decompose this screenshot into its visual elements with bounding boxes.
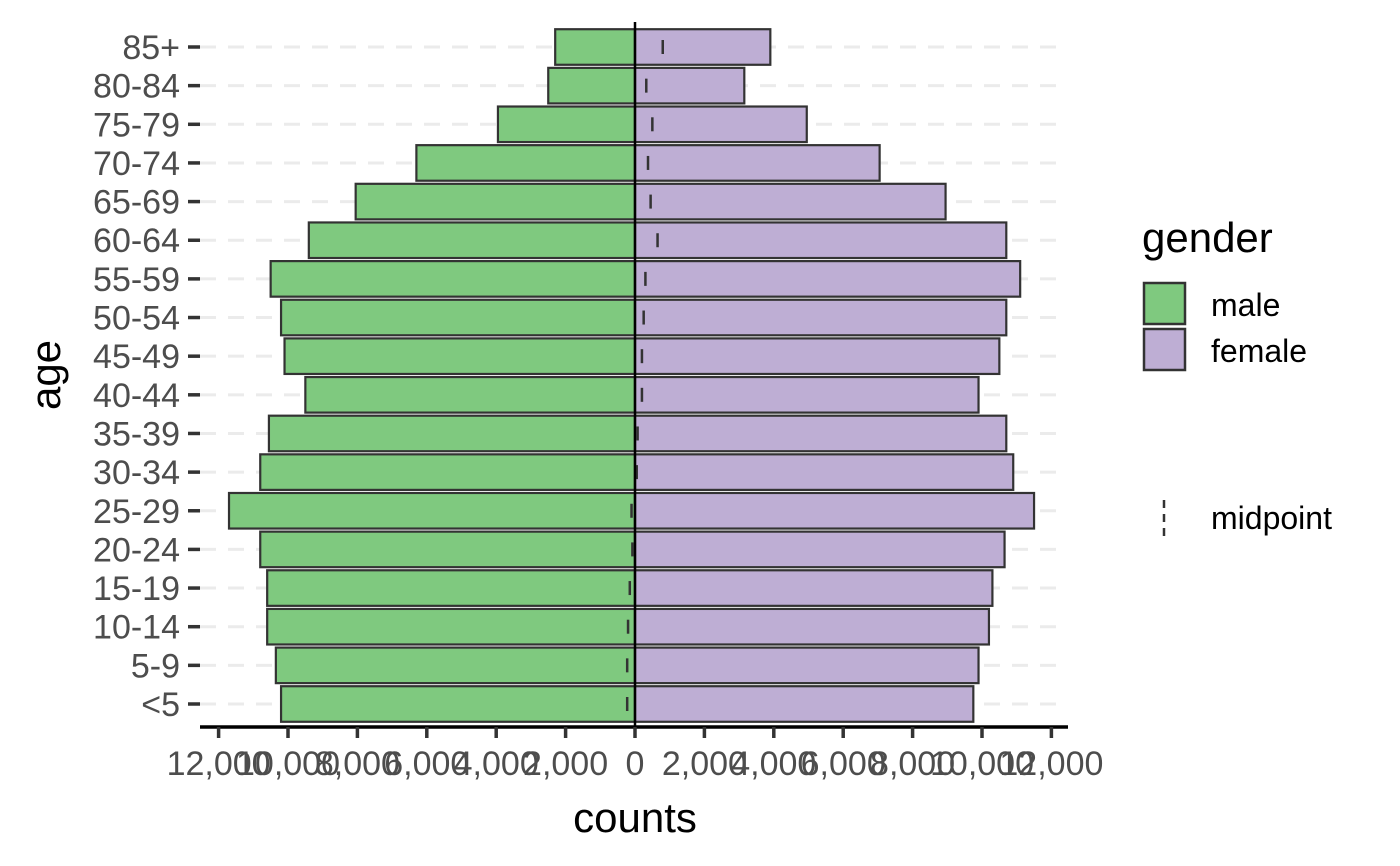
y-tick-label: 80-84 xyxy=(93,68,180,106)
x-tick-label: 12,000 xyxy=(999,745,1103,783)
midpoint-markers xyxy=(625,40,665,711)
bar-male-20-24 xyxy=(259,530,637,569)
y-tick-label: 65-69 xyxy=(93,184,180,222)
bar-male-40-44 xyxy=(304,375,637,414)
bar-female-25-29 xyxy=(633,491,1036,530)
bar-male-5-9 xyxy=(274,646,637,685)
y-tick-label: 50-54 xyxy=(93,300,180,338)
legend-item-male: male xyxy=(1142,281,1280,326)
bar-female-80-84 xyxy=(633,66,746,105)
legend-label-female: female xyxy=(1211,333,1307,369)
y-tick-label: 75-79 xyxy=(93,106,180,144)
bar-male-<5 xyxy=(279,685,637,723)
x-tick-label: 2,000 xyxy=(523,745,608,783)
x-tick-label: 12,000 xyxy=(167,745,271,783)
bar-male-45-49 xyxy=(283,337,637,376)
x-tick-label: 6,000 xyxy=(384,745,469,783)
bar-female-45-49 xyxy=(633,337,1001,376)
legend-item-midpoint: midpoint xyxy=(1162,500,1332,536)
bar-male-30-34 xyxy=(259,453,637,491)
legend-swatch-female xyxy=(1142,327,1187,372)
x-tick-label: 4,000 xyxy=(731,745,816,783)
y-tick-label: 5-9 xyxy=(131,647,180,685)
bar-female-65-69 xyxy=(633,182,947,221)
bar-female-<5 xyxy=(633,685,975,723)
x-tick-label: 10,000 xyxy=(236,745,340,783)
x-tick-label: 4,000 xyxy=(454,745,539,783)
bar-female-40-44 xyxy=(633,375,980,414)
bar-female-30-34 xyxy=(633,453,1015,491)
x-tick-label: 10,000 xyxy=(930,745,1034,783)
x-tick-label: 2,000 xyxy=(662,745,747,783)
legend-label-midpoint: midpoint xyxy=(1211,500,1332,536)
legend-item-female: female xyxy=(1142,327,1307,372)
legend: gender male female midpoint xyxy=(1142,214,1332,536)
bar-female-35-39 xyxy=(633,414,1008,453)
bar-female-60-64 xyxy=(633,221,1008,260)
y-tick-label: 30-34 xyxy=(93,454,180,492)
y-tick-label: 45-49 xyxy=(93,338,180,376)
bar-male-50-54 xyxy=(279,298,637,337)
legend-swatch-male xyxy=(1142,281,1187,326)
y-tick-label: 10-14 xyxy=(93,609,180,647)
y-tick-label: 40-44 xyxy=(93,377,180,415)
legend-title: gender xyxy=(1142,214,1273,261)
bar-female-10-14 xyxy=(633,607,991,646)
bar-male-60-64 xyxy=(307,221,637,260)
y-tick-label: 25-29 xyxy=(93,493,180,531)
bar-male-75-79 xyxy=(496,105,637,144)
y-tick-label: 15-19 xyxy=(93,570,180,608)
bar-male-55-59 xyxy=(269,260,637,298)
legend-label-male: male xyxy=(1211,287,1280,323)
x-tick-label: 6,000 xyxy=(801,745,886,783)
bar-female-55-59 xyxy=(633,260,1022,298)
x-tick-label: 0 xyxy=(626,745,645,783)
bar-female-15-19 xyxy=(633,569,994,607)
bars xyxy=(227,28,1036,723)
y-tick-label: 60-64 xyxy=(93,222,180,260)
bar-female-20-24 xyxy=(633,530,1006,569)
y-axis-ticks: <55-910-1415-1920-2425-2930-3435-3940-44… xyxy=(93,29,200,724)
bar-female-70-74 xyxy=(633,144,881,182)
y-tick-label: 55-59 xyxy=(93,261,180,299)
y-axis-title: age xyxy=(22,340,69,410)
x-axis-title: counts xyxy=(573,794,697,841)
y-tick-label: 20-24 xyxy=(93,531,180,569)
x-tick-label: 8,000 xyxy=(870,745,955,783)
bar-male-70-74 xyxy=(415,144,637,182)
bar-female-5-9 xyxy=(633,646,980,685)
bar-male-85+ xyxy=(554,28,637,66)
y-tick-label: 85+ xyxy=(122,29,180,67)
bar-male-65-69 xyxy=(354,182,637,221)
bar-male-80-84 xyxy=(547,66,637,105)
bar-female-50-54 xyxy=(633,298,1008,337)
bar-male-35-39 xyxy=(267,414,637,453)
y-tick-label: 35-39 xyxy=(93,415,180,453)
bar-female-85+ xyxy=(633,28,772,66)
y-tick-label: <5 xyxy=(141,686,180,724)
bar-male-25-29 xyxy=(227,491,637,530)
bar-male-15-19 xyxy=(266,569,637,607)
y-tick-label: 70-74 xyxy=(93,145,180,183)
bar-female-75-79 xyxy=(633,105,808,144)
bar-male-10-14 xyxy=(266,607,637,646)
x-tick-label: 8,000 xyxy=(315,745,400,783)
